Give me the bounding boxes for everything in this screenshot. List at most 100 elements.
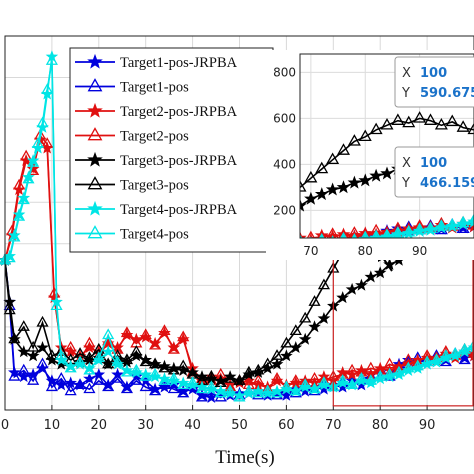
inset-data-point (338, 228, 349, 238)
data-point (224, 372, 237, 383)
legend-label: Target2-pos-JRPBA (120, 104, 238, 120)
datatip-y-label: Y (401, 86, 410, 101)
data-point (149, 367, 162, 379)
data-point (130, 374, 143, 385)
data-point (8, 369, 21, 381)
data-point (308, 320, 321, 333)
datatip-y-value: 466.159 (420, 176, 474, 191)
data-point (8, 230, 21, 242)
data-point (317, 311, 331, 324)
legend-marker (87, 225, 103, 239)
inset-data-point (380, 117, 394, 130)
data-point (214, 386, 227, 398)
data-point (17, 320, 30, 331)
data-point (449, 347, 462, 358)
data-point (205, 380, 218, 392)
x-tick-label: 40 (184, 418, 201, 433)
inset-frame (299, 53, 474, 239)
data-point (17, 345, 31, 358)
legend-entry: Target2-pos (75, 127, 189, 145)
data-point (120, 365, 134, 377)
data-point (289, 374, 302, 385)
data-point (270, 357, 284, 370)
legend-label: Target3-pos-JRPBA (120, 153, 238, 169)
data-point (139, 328, 152, 340)
inset-data-point (352, 234, 356, 238)
inset-data-point (320, 234, 324, 238)
data-point (298, 332, 312, 345)
data-point (467, 338, 474, 350)
data-point (336, 291, 349, 304)
data-point (467, 347, 474, 358)
data-point (36, 315, 49, 327)
inset-data-point (391, 226, 405, 238)
data-point (280, 388, 293, 401)
legend-marker (87, 151, 103, 167)
legend-entry: Target4-pos-JRPBA (75, 200, 238, 218)
x-tick-label: 90 (419, 418, 436, 433)
inset-data-point (369, 122, 383, 135)
data-point (392, 365, 406, 377)
legend: Target1-pos-JRPBA Target1-pos Target2-pos-… (69, 47, 274, 253)
x-tick-label: 30 (137, 418, 154, 433)
inset-series-line (361, 220, 474, 238)
x-tick-label: 50 (231, 418, 248, 433)
data-point (252, 363, 265, 375)
data-point (27, 155, 40, 167)
data-point (36, 116, 49, 128)
legend-label: Target3-pos (120, 178, 189, 194)
inset-data-point (369, 168, 383, 182)
inset-data-point (413, 111, 427, 123)
data-point (195, 390, 209, 402)
data-point (31, 137, 44, 148)
x-axis-label: Time(s) (215, 447, 274, 468)
data-point (205, 369, 218, 381)
datatip-box (394, 146, 474, 198)
x-tick-label: 80 (372, 418, 389, 433)
legend-label: Target1-pos (120, 80, 189, 96)
legend-marker (87, 78, 103, 92)
data-point (73, 378, 87, 390)
data-point (26, 349, 40, 362)
data-point (167, 372, 180, 383)
data-point (289, 324, 302, 335)
data-point (120, 353, 134, 365)
data-point (402, 361, 415, 373)
data-point (308, 372, 321, 383)
data-point (3, 251, 16, 263)
data-point (355, 372, 368, 383)
data-point (458, 342, 471, 354)
legend-marker (87, 102, 103, 118)
data-point (36, 357, 49, 369)
data-point (233, 374, 246, 385)
data-point (139, 355, 152, 367)
data-point (364, 374, 377, 385)
inset-data-point (336, 180, 351, 194)
inset-data-point (306, 230, 315, 238)
inset-data-point (358, 129, 372, 142)
legend-entry: Target3-pos-JRPBA (75, 151, 238, 169)
data-point (55, 349, 68, 360)
data-point (83, 363, 96, 375)
inset-data-point (423, 113, 438, 125)
data-point (261, 384, 274, 396)
inset-data-point (380, 166, 394, 180)
datatip[interactable]: X 100 Y 590.675 (394, 56, 474, 108)
legend-entry: Target4-pos (75, 225, 189, 243)
inset-data-point (434, 219, 448, 231)
data-point (130, 363, 143, 375)
datatip-x-label: X (402, 156, 411, 171)
data-point (111, 355, 124, 367)
data-point (158, 361, 171, 373)
data-point (101, 345, 115, 358)
data-point (27, 340, 40, 352)
data-point (317, 278, 330, 290)
datatip[interactable]: X 100 Y 466.159 (394, 146, 474, 198)
data-point (364, 270, 378, 283)
data-point (130, 344, 143, 356)
datatip-box (394, 56, 474, 108)
data-point (45, 54, 58, 65)
x-tick-label: 0 (1, 418, 9, 433)
inset-data-point (300, 198, 307, 212)
inset-data-point (325, 182, 340, 196)
